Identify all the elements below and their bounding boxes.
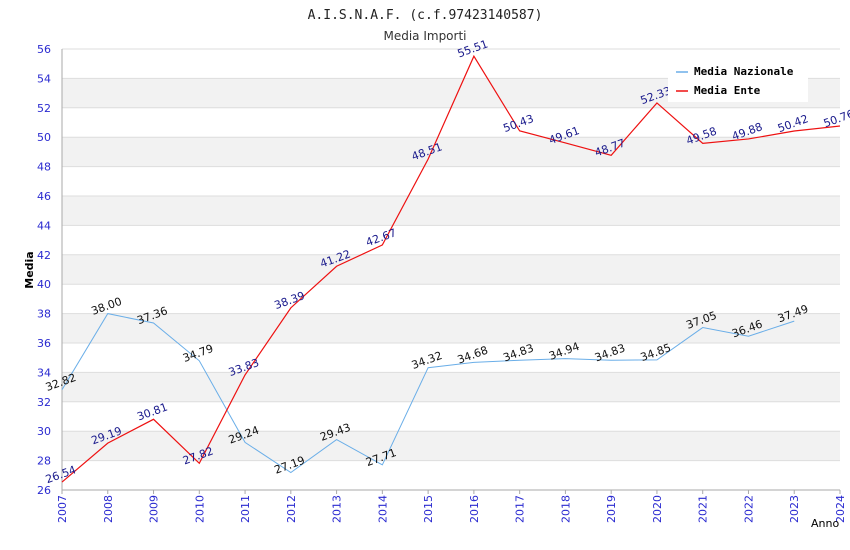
x-tick-label: 2017 — [514, 495, 527, 523]
y-axis-label: Media — [23, 251, 36, 288]
y-tick-label: 40 — [37, 278, 51, 291]
x-axis-label: Anno — [811, 517, 839, 530]
y-tick-label: 38 — [37, 308, 51, 321]
y-tick-label: 48 — [37, 161, 51, 174]
axes — [61, 49, 841, 494]
y-tick-label: 28 — [37, 455, 51, 468]
x-tick-label: 2012 — [285, 495, 298, 523]
series-line-media-nazionale — [61, 313, 795, 474]
y-tick-label: 26 — [37, 484, 51, 497]
grid-lines — [62, 48, 840, 491]
x-tick-label: 2008 — [102, 495, 115, 523]
chart-title: A.I.S.N.A.F. (c.f.97423140587) — [308, 8, 543, 23]
x-tick-label: 2024 — [834, 495, 847, 523]
plot-band — [62, 254, 840, 285]
x-tick-label: 2022 — [742, 495, 755, 523]
x-tick-labels: 2007 2008 2009 2010 2011 2012 2013 2014 2015 2016… — [56, 495, 847, 523]
y-tick-label: 36 — [37, 337, 51, 350]
x-tick-label: 2011 — [239, 495, 252, 523]
x-tick-label: 2015 — [422, 495, 435, 523]
plot-band — [62, 372, 840, 402]
legend-label-media-ente: Media Ente — [694, 84, 761, 97]
chart-subtitle: Media Importi — [383, 29, 466, 43]
plot-band — [62, 196, 840, 226]
x-tick-label: 2014 — [376, 495, 389, 523]
series-lines — [61, 54, 841, 483]
legend-label-media-nazionale: Media Nazionale — [694, 65, 794, 78]
plot-band — [62, 313, 840, 343]
plot-bands — [62, 78, 840, 461]
x-tick-label: 2018 — [559, 495, 572, 523]
x-tick-label: 2009 — [148, 495, 161, 523]
y-tick-label: 46 — [37, 190, 51, 203]
y-tick-labels: 26 28 30 32 34 36 38 40 42 44 46 48 50 52 54 56 — [37, 43, 51, 497]
x-tick-label: 2023 — [788, 495, 801, 523]
y-tick-label: 34 — [37, 366, 51, 379]
x-tick-label: 2016 — [468, 495, 481, 523]
legend: Media Nazionale Media Ente — [668, 60, 808, 102]
x-tick-label: 2010 — [193, 495, 206, 523]
x-tick-label: 2019 — [605, 495, 618, 523]
y-tick-label: 30 — [37, 425, 51, 438]
plot-band — [62, 431, 840, 461]
x-tick-label: 2020 — [651, 495, 664, 523]
y-tick-label: 52 — [37, 102, 51, 115]
series-line-media-ente — [61, 54, 841, 483]
y-tick-label: 56 — [37, 43, 51, 56]
y-tick-label: 42 — [37, 249, 51, 262]
y-tick-label: 50 — [37, 131, 51, 144]
y-tick-label: 44 — [37, 219, 51, 232]
y-tick-label: 54 — [37, 72, 51, 85]
legend-box — [668, 60, 808, 102]
x-tick-label: 2021 — [697, 495, 710, 523]
y-tick-label: 32 — [37, 396, 51, 409]
x-tick-label: 2007 — [56, 495, 69, 523]
x-tick-label: 2013 — [331, 495, 344, 523]
